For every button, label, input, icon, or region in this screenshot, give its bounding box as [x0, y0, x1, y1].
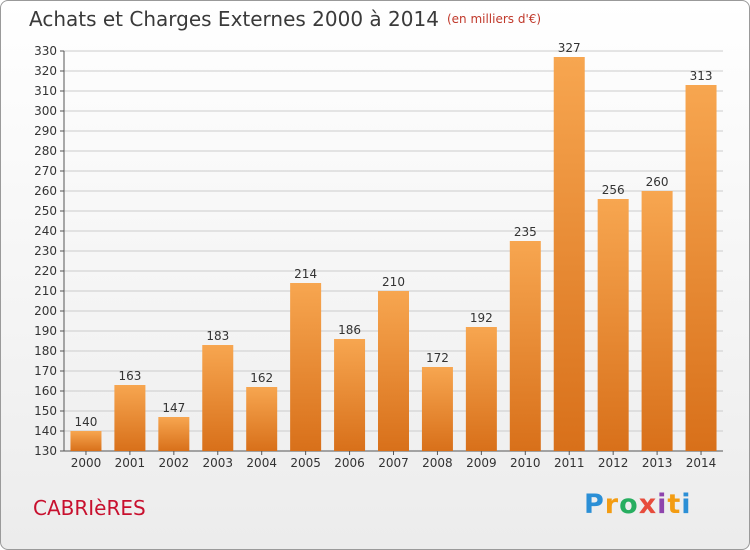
x-tick-label: 2013 — [642, 456, 673, 470]
y-tick-label: 250 — [34, 204, 57, 218]
y-tick-label: 180 — [34, 344, 57, 358]
x-tick-label: 2012 — [598, 456, 629, 470]
data-label: 327 — [558, 41, 581, 55]
data-label: 313 — [690, 69, 713, 83]
x-tick-label: 2009 — [466, 456, 497, 470]
y-tick-label: 230 — [34, 244, 57, 258]
y-tick-label: 130 — [34, 444, 57, 458]
y-tick-label: 300 — [34, 104, 57, 118]
x-tick-label: 2004 — [246, 456, 277, 470]
y-tick-label: 190 — [34, 324, 57, 338]
x-tick-label: 2001 — [115, 456, 146, 470]
y-tick-label: 270 — [34, 164, 57, 178]
y-tick-label: 210 — [34, 284, 57, 298]
data-label: 210 — [382, 275, 405, 289]
x-tick-label: 2002 — [159, 456, 190, 470]
data-label: 256 — [602, 183, 625, 197]
data-label: 172 — [426, 351, 449, 365]
logo-letter: t — [667, 489, 682, 520]
logo-letter: i — [681, 489, 692, 520]
bar — [158, 417, 190, 451]
logo-letter: r — [604, 489, 620, 520]
logo-letter: o — [619, 489, 639, 520]
x-tick-label: 2011 — [554, 456, 585, 470]
logo-letter: x — [638, 489, 658, 520]
bar — [509, 241, 541, 451]
x-tick-label: 2005 — [290, 456, 321, 470]
proxiti-logo: Proxiti — [584, 489, 692, 520]
chart-title: Achats et Charges Externes 2000 à 2014 (e… — [29, 7, 541, 31]
y-tick-label: 310 — [34, 84, 57, 98]
bar — [421, 367, 453, 451]
x-tick-label: 2010 — [510, 456, 541, 470]
data-label: 147 — [162, 401, 185, 415]
labels: 140 2000 163 2001 147 2002 183 2003 162 2004 214 20… — [71, 41, 717, 470]
x-tick-label: 2006 — [334, 456, 365, 470]
chart-title-text: Achats et Charges Externes 2000 à 2014 — [29, 7, 439, 31]
bar — [70, 431, 102, 451]
data-label: 186 — [338, 323, 361, 337]
bar — [553, 57, 585, 451]
y-tick-label: 290 — [34, 124, 57, 138]
x-tick-label: 2008 — [422, 456, 453, 470]
bar — [641, 191, 673, 451]
y-tick-label: 320 — [34, 64, 57, 78]
y-tick-label: 200 — [34, 304, 57, 318]
data-label: 214 — [294, 267, 317, 281]
commune-name: CABRIèRES — [33, 496, 146, 520]
y-tick-label: 150 — [34, 404, 57, 418]
x-tick-label: 2014 — [686, 456, 717, 470]
y-tick-label: 330 — [34, 44, 57, 58]
bars — [70, 57, 717, 451]
bar — [114, 385, 146, 451]
y-tick-label: 220 — [34, 264, 57, 278]
y-tick-label: 240 — [34, 224, 57, 238]
x-tick-label: 2003 — [202, 456, 233, 470]
bar — [202, 345, 234, 451]
x-tick-label: 2000 — [71, 456, 102, 470]
data-label: 163 — [118, 369, 141, 383]
data-label: 183 — [206, 329, 229, 343]
data-label: 235 — [514, 225, 537, 239]
logo-letter: P — [584, 489, 605, 520]
y-tick-label: 260 — [34, 184, 57, 198]
logo-letter: i — [657, 489, 668, 520]
bar — [597, 199, 629, 451]
bar — [465, 327, 497, 451]
bar — [378, 291, 409, 451]
chart-subtitle: (en milliers d'€) — [446, 12, 542, 26]
y-tick-label: 160 — [34, 384, 57, 398]
data-label: 140 — [75, 415, 98, 429]
bar — [290, 283, 322, 451]
y-tick-label: 170 — [34, 364, 57, 378]
bar — [334, 339, 366, 451]
data-label: 192 — [470, 311, 493, 325]
bar — [685, 85, 717, 451]
bar — [246, 387, 278, 451]
x-tick-label: 2007 — [378, 456, 409, 470]
y-tick-label: 140 — [34, 424, 57, 438]
data-label: 162 — [250, 371, 273, 385]
data-label: 260 — [646, 175, 669, 189]
y-tick-label: 280 — [34, 144, 57, 158]
